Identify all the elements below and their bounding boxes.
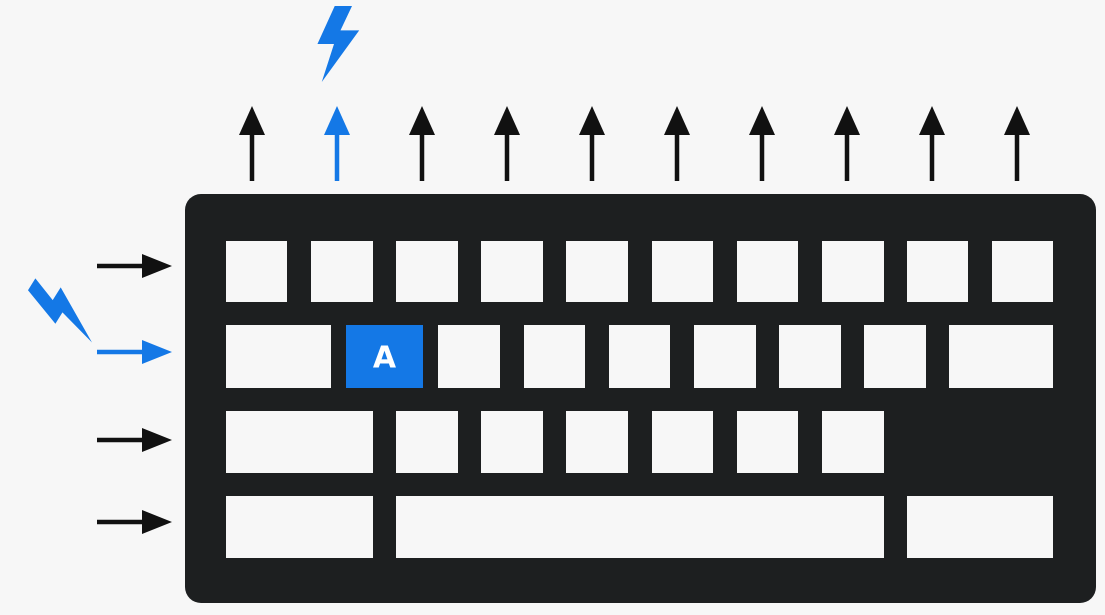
column-arrow bbox=[1004, 106, 1030, 181]
key bbox=[524, 325, 585, 388]
key bbox=[652, 411, 713, 473]
key bbox=[481, 241, 543, 302]
arrow-up-icon bbox=[919, 106, 945, 135]
row-arrow-active bbox=[97, 340, 172, 364]
key bbox=[779, 325, 841, 388]
key bbox=[822, 241, 884, 302]
key bbox=[737, 411, 798, 473]
key bbox=[396, 496, 884, 558]
key bbox=[992, 241, 1053, 302]
arrow-up-icon bbox=[494, 106, 520, 135]
column-arrow bbox=[409, 106, 435, 181]
arrow-up-icon bbox=[1004, 106, 1030, 135]
key-label: A bbox=[373, 341, 397, 376]
arrow-up-icon bbox=[664, 106, 690, 135]
key bbox=[566, 411, 628, 473]
key bbox=[907, 241, 968, 302]
key bbox=[226, 241, 287, 302]
arrow-right-icon bbox=[142, 254, 172, 278]
column-arrow bbox=[919, 106, 945, 181]
key bbox=[481, 411, 543, 473]
key bbox=[438, 325, 500, 388]
key bbox=[226, 496, 373, 558]
key bbox=[907, 496, 1053, 558]
key bbox=[737, 241, 798, 302]
key-row bbox=[226, 496, 1053, 558]
key bbox=[566, 241, 628, 302]
row-arrow bbox=[97, 428, 172, 452]
lightning-bolt-icon bbox=[317, 6, 360, 82]
key bbox=[864, 325, 926, 388]
key bbox=[396, 411, 458, 473]
key-active bbox=[346, 325, 423, 388]
arrow-up-icon bbox=[324, 106, 350, 135]
column-arrow bbox=[664, 106, 690, 181]
key-row bbox=[226, 411, 884, 473]
key-row bbox=[226, 241, 1053, 302]
arrow-right-icon bbox=[142, 340, 172, 364]
key-row: A bbox=[226, 325, 1053, 388]
key bbox=[694, 325, 756, 388]
key bbox=[652, 241, 713, 302]
key bbox=[949, 325, 1053, 388]
column-arrow bbox=[239, 106, 265, 181]
key bbox=[226, 411, 373, 473]
column-arrow bbox=[579, 106, 605, 181]
key bbox=[226, 325, 331, 388]
key bbox=[609, 325, 670, 388]
column-arrow bbox=[834, 106, 860, 181]
arrow-up-icon bbox=[834, 106, 860, 135]
arrow-up-icon bbox=[579, 106, 605, 135]
key bbox=[396, 241, 458, 302]
arrow-up-icon bbox=[409, 106, 435, 135]
key bbox=[311, 241, 373, 302]
column-arrow bbox=[494, 106, 520, 181]
key bbox=[822, 411, 884, 473]
column-arrow-active bbox=[324, 106, 350, 181]
row-arrow bbox=[97, 510, 172, 534]
column-arrow bbox=[749, 106, 775, 181]
arrow-right-icon bbox=[142, 428, 172, 452]
arrow-up-icon bbox=[749, 106, 775, 135]
arrow-right-icon bbox=[142, 510, 172, 534]
row-arrow bbox=[97, 254, 172, 278]
arrow-up-icon bbox=[239, 106, 265, 135]
lightning-bolt-icon bbox=[27, 278, 92, 343]
